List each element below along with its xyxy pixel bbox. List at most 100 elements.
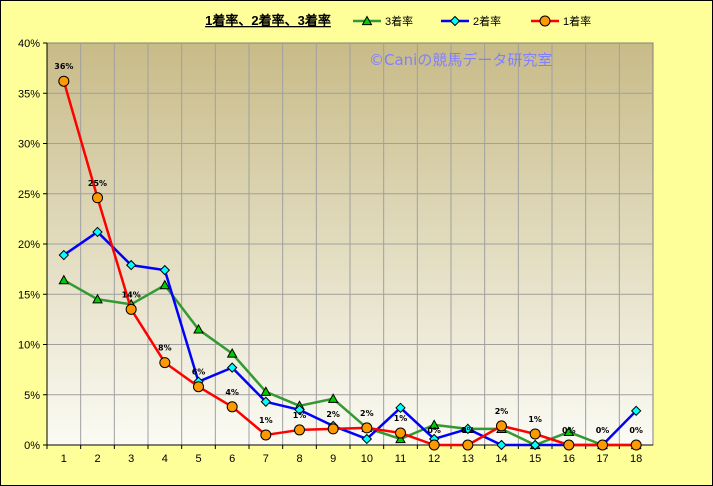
x-tick-label: 13 [462, 453, 474, 465]
x-tick-label: 1 [61, 453, 67, 465]
watermark: ©Caniの競馬データ研究室 [369, 51, 552, 69]
data-label-win: 1% [394, 414, 408, 423]
y-tick-label: 25% [18, 189, 40, 201]
data-label-win: 2% [326, 410, 340, 419]
data-point-second [395, 402, 406, 414]
x-tick-label: 15 [529, 453, 541, 465]
data-label-win: 0% [629, 426, 643, 435]
y-tick-label: 30% [18, 139, 40, 151]
data-point-win [529, 428, 541, 440]
data-label-win: 1% [528, 415, 542, 424]
legend: 3着率 2着率 1着率 [353, 14, 591, 28]
x-tick-label: 11 [395, 453, 406, 465]
legend-label-win: 1着率 [563, 14, 591, 28]
x-tick-label: 2 [94, 453, 100, 465]
data-label-win: 6% [192, 368, 206, 377]
y-tick-label: 15% [18, 289, 40, 301]
x-tick-label: 10 [361, 453, 373, 465]
data-label-win: 0% [461, 426, 475, 435]
y-tick-label: 0% [24, 440, 40, 452]
data-point-win [193, 381, 204, 393]
data-labels: 36% 25% 14% 8% 6% 4% 1% 1% 2% 2% 1% 0% 0% 2% 1% 0% 0% 0% [54, 62, 643, 435]
data-point-win [597, 439, 608, 451]
data-point-win [294, 424, 305, 436]
legend-marker-second [449, 15, 461, 27]
data-label-win: 36% [54, 62, 73, 71]
data-point-win [630, 439, 642, 451]
data-point-third [260, 386, 272, 396]
data-point-second [496, 439, 507, 451]
data-point-third [395, 433, 406, 444]
data-point-third [92, 293, 103, 304]
y-axis: 0% 5% 10% 15% 20% 25% 30% 35% 40% [18, 38, 48, 452]
data-point-win [327, 423, 339, 435]
data-point-second [92, 226, 103, 238]
series-group [58, 75, 642, 451]
data-point-win [92, 192, 103, 204]
data-label-win: 4% [225, 388, 239, 397]
y-tick-label: 5% [24, 390, 40, 402]
x-tick-label: 17 [596, 453, 608, 465]
data-point-second [125, 259, 137, 271]
data-point-win [496, 420, 507, 432]
data-point-second [260, 396, 272, 407]
chart-title: 1着率、2着率、3着率 [205, 13, 331, 28]
data-point-second [462, 423, 474, 435]
x-tick-label: 16 [563, 453, 575, 465]
data-label-win: 0% [562, 426, 576, 435]
data-point-second [226, 362, 238, 373]
data-point-win [159, 357, 171, 369]
data-point-win [563, 439, 575, 451]
data-label-win: 1% [259, 416, 273, 425]
series-line-third [63, 279, 637, 447]
x-tick-label: 7 [263, 453, 269, 465]
data-label-win: 14% [122, 290, 141, 299]
data-point-second [361, 433, 373, 445]
data-label-win: 0% [596, 426, 610, 435]
legend-label-third: 3着率 [385, 14, 413, 28]
data-point-win [395, 427, 406, 439]
data-label-win: 2% [360, 409, 374, 418]
data-point-second [529, 439, 541, 451]
data-point-second [58, 249, 70, 261]
data-point-third [226, 348, 238, 358]
series-win-rate [58, 75, 642, 451]
data-point-second [630, 405, 642, 417]
series-line-second [63, 230, 638, 447]
data-point-third [193, 323, 204, 334]
y-tick-label: 35% [18, 88, 40, 100]
data-point-win [226, 401, 238, 413]
data-point-third [159, 279, 171, 290]
x-tick-label: 9 [330, 453, 336, 465]
x-tick-label: 14 [495, 453, 507, 465]
x-axis: 1 2 3 4 5 6 7 8 9 10 11 12 13 14 15 16 17 18 [46, 444, 653, 465]
data-label-win: 2% [495, 407, 509, 416]
data-point-win [58, 75, 70, 87]
data-label-win: 0% [427, 426, 441, 435]
y-tick-label: 10% [18, 340, 40, 352]
series-line-win [62, 80, 637, 447]
y-tick-label: 20% [18, 239, 40, 251]
x-tick-label: 4 [162, 453, 168, 465]
data-point-win [462, 439, 474, 451]
data-point-win [260, 429, 272, 441]
data-point-win [361, 422, 373, 434]
legend-marker-win [539, 15, 551, 27]
x-tick-label: 5 [195, 453, 201, 465]
data-point-third [58, 274, 70, 285]
data-point-win [125, 303, 137, 315]
x-tick-label: 18 [630, 453, 642, 465]
data-point-third [428, 419, 440, 429]
data-point-third [327, 393, 339, 403]
legend-marker-third [361, 15, 373, 26]
data-point-win [428, 439, 440, 451]
y-tick-label: 40% [18, 38, 40, 50]
data-point-third [563, 426, 575, 437]
x-tick-label: 12 [428, 453, 440, 465]
gridlines [47, 43, 653, 445]
data-label-win: 1% [293, 411, 307, 420]
data-label-win: 25% [88, 179, 107, 188]
data-point-second [294, 404, 305, 416]
